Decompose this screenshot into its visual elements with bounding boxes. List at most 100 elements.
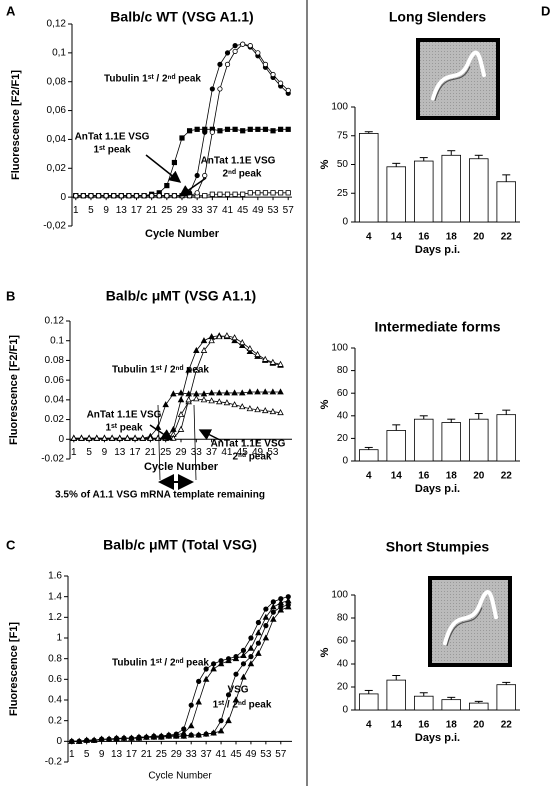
- point: [255, 190, 261, 196]
- panel-label: C: [6, 537, 16, 552]
- point: [231, 334, 238, 341]
- point: [247, 190, 253, 196]
- bar: [468, 418, 489, 462]
- y-tick-label: 40: [337, 410, 349, 421]
- y-tick-label: 0.02: [45, 414, 65, 425]
- chart-title: Balb/c μMT (VSG A1.1): [106, 288, 256, 304]
- point: [105, 735, 113, 742]
- chart-title: Intermediate forms: [374, 319, 500, 335]
- bar: [496, 414, 516, 462]
- point: [240, 41, 246, 47]
- y-tick-label: 0.4: [48, 695, 62, 706]
- point: [223, 399, 231, 406]
- point: [141, 193, 147, 199]
- point: [247, 43, 253, 49]
- point: [126, 193, 132, 199]
- point: [248, 653, 254, 660]
- cell-image: [428, 576, 512, 667]
- point: [246, 344, 254, 352]
- parasite: [431, 50, 486, 101]
- point: [238, 403, 246, 410]
- y-tick-label: 0: [342, 705, 348, 716]
- parasite-shadow: [434, 66, 471, 102]
- point: [200, 337, 208, 344]
- x-tick-label: 17: [130, 447, 142, 458]
- point: [270, 71, 276, 78]
- point: [261, 355, 269, 362]
- x-tick-label: 33: [192, 205, 204, 216]
- point: [218, 718, 224, 724]
- x-tick-label: 5: [86, 447, 92, 458]
- point: [270, 128, 276, 134]
- point: [217, 86, 223, 92]
- y-tick-label: -0,02: [43, 221, 66, 232]
- series-line: [71, 604, 289, 742]
- point: [194, 172, 200, 179]
- guide-line: [157, 404, 161, 481]
- parasite: [443, 590, 498, 646]
- y-tick-label: 0.2: [48, 715, 62, 726]
- y-tick-label: 100: [331, 102, 348, 113]
- x-tick-label: 49: [245, 749, 257, 760]
- y-tick-label: 0,02: [47, 163, 67, 174]
- y-tick-label: 50: [337, 159, 349, 170]
- point: [108, 434, 116, 441]
- y-tick-label: 60: [337, 636, 349, 647]
- point: [156, 193, 162, 199]
- point: [68, 737, 76, 744]
- point: [233, 671, 239, 677]
- y-axis-label: Fluorescence [F1]: [8, 622, 20, 716]
- point: [135, 734, 143, 741]
- point: [232, 126, 238, 132]
- point: [284, 597, 292, 604]
- x-tick-label: 21: [141, 749, 153, 760]
- point: [240, 128, 246, 134]
- y-tick-label: 60: [337, 388, 349, 399]
- series-line: [71, 596, 289, 742]
- x-tick-label: 20: [473, 232, 485, 243]
- point: [255, 126, 261, 132]
- point: [246, 347, 254, 354]
- point: [202, 193, 208, 199]
- arrow: [149, 424, 174, 441]
- y-tick-label: 0: [342, 217, 348, 228]
- point: [262, 126, 269, 132]
- x-tick-label: 53: [260, 749, 272, 760]
- point: [95, 193, 102, 199]
- arrow: [178, 177, 207, 197]
- point: [255, 649, 262, 656]
- point: [225, 692, 232, 698]
- annotation: AnTat 1.1E VSG: [211, 439, 286, 450]
- point: [164, 182, 170, 189]
- panel-label: D: [541, 3, 550, 18]
- annotation: 1ˢᵗ peak: [105, 423, 142, 434]
- point: [188, 702, 194, 708]
- y-tick-label: 0,08: [47, 76, 67, 87]
- point: [187, 731, 195, 738]
- bar: [441, 422, 461, 462]
- annotation: AnTat 1.1E VSG: [75, 132, 150, 143]
- y-axis-label: %: [319, 647, 331, 657]
- point: [83, 736, 90, 743]
- y-tick-label: 0: [60, 192, 66, 203]
- y-tick-label: 40: [337, 659, 349, 670]
- point: [193, 366, 200, 373]
- point: [101, 434, 108, 441]
- x-tick-label: 20: [473, 471, 485, 482]
- x-tick-label: 49: [252, 205, 264, 216]
- point: [262, 61, 269, 68]
- x-tick-label: 4: [366, 720, 372, 731]
- x-tick-label: 18: [446, 720, 458, 731]
- point: [278, 80, 284, 86]
- x-tick-label: 14: [391, 232, 403, 243]
- point: [85, 434, 93, 441]
- point: [202, 129, 208, 135]
- chart-title: Long Slenders: [389, 9, 486, 25]
- x-tick-label: 18: [446, 471, 458, 482]
- point: [217, 660, 225, 667]
- y-tick-label: 0,12: [47, 19, 67, 30]
- x-tick-label: 14: [391, 720, 403, 731]
- point: [171, 159, 178, 166]
- x-tick-label: 41: [222, 205, 234, 216]
- point: [270, 615, 277, 622]
